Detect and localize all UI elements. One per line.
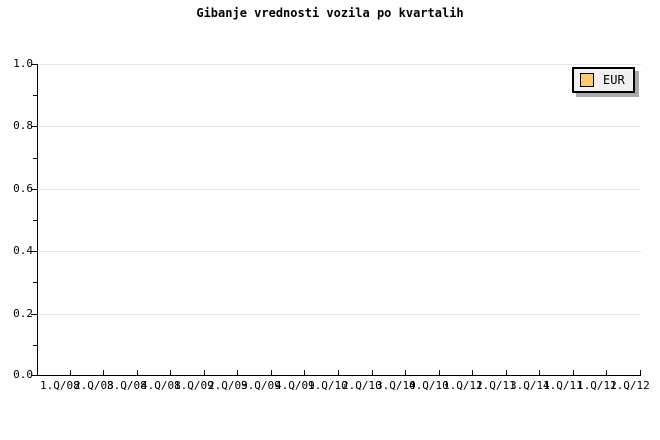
x-tick-label: 1.Q/10: [308, 379, 348, 392]
x-tick-label: 1.Q/12: [577, 379, 617, 392]
x-tick: [506, 370, 507, 375]
legend-swatch-eur: [580, 73, 594, 87]
x-tick-label: 4.Q/08: [141, 379, 181, 392]
y-minor-tick: [33, 282, 37, 283]
x-tick: [439, 370, 440, 375]
x-tick-label: 3.Q/08: [107, 379, 147, 392]
chart-title: Gibanje vrednosti vozila po kvartalih: [196, 6, 464, 20]
y-gridline: [38, 314, 641, 315]
x-tick: [405, 370, 406, 375]
y-gridline: [38, 189, 641, 190]
y-tick-label: 0.6: [13, 182, 33, 195]
legend: EUR: [572, 67, 635, 93]
y-major-tick: [31, 375, 37, 376]
x-tick: [70, 370, 71, 375]
y-gridline: [38, 251, 641, 252]
x-tick-label: 1.Q/09: [174, 379, 214, 392]
y-major-tick: [31, 314, 37, 315]
x-tick: [204, 370, 205, 375]
x-tick-label: 2.Q/10: [342, 379, 382, 392]
x-tick: [640, 370, 641, 375]
x-tick-label: 2.Q/09: [208, 379, 248, 392]
y-gridline: [38, 126, 641, 127]
x-tick-label: 1.Q/08: [40, 379, 80, 392]
x-tick-label: 3.Q/10: [376, 379, 416, 392]
x-tick-label: 4.Q/10: [409, 379, 449, 392]
y-major-tick: [31, 251, 37, 252]
y-tick-label: 0.2: [13, 307, 33, 320]
x-tick: [372, 370, 373, 375]
x-tick: [472, 370, 473, 375]
y-tick-label: 0.4: [13, 244, 33, 257]
x-tick: [539, 370, 540, 375]
y-axis-line: [37, 64, 38, 376]
x-tick: [606, 370, 607, 375]
x-tick-label: 4.Q/09: [275, 379, 315, 392]
x-tick: [103, 370, 104, 375]
y-minor-tick: [33, 158, 37, 159]
x-tick-label: 1.Q/12: [610, 379, 650, 392]
y-tick-label: 1.0: [13, 57, 33, 70]
x-tick-label: 1.Q/11: [443, 379, 483, 392]
x-tick: [338, 370, 339, 375]
x-tick-label: 4.Q/11: [543, 379, 583, 392]
x-tick-label: 3.Q/11: [510, 379, 550, 392]
y-gridline: [38, 64, 641, 65]
y-tick-label: 0.0: [13, 368, 33, 381]
y-tick-label: 0.8: [13, 119, 33, 132]
x-tick: [137, 370, 138, 375]
x-tick: [170, 370, 171, 375]
plot-area: [31, 64, 641, 376]
legend-label: EUR: [603, 73, 625, 87]
x-tick-label: 3.Q/09: [241, 379, 281, 392]
y-major-tick: [31, 126, 37, 127]
y-minor-tick: [33, 95, 37, 96]
x-tick: [573, 370, 574, 375]
y-major-tick: [31, 189, 37, 190]
y-major-tick: [31, 64, 37, 65]
x-tick-label: 2.Q/08: [74, 379, 114, 392]
x-tick: [271, 370, 272, 375]
x-axis-line: [37, 375, 641, 376]
y-minor-tick: [33, 220, 37, 221]
x-tick-label: 2.Q/11: [476, 379, 516, 392]
y-minor-tick: [33, 345, 37, 346]
x-tick: [237, 370, 238, 375]
x-tick: [304, 370, 305, 375]
